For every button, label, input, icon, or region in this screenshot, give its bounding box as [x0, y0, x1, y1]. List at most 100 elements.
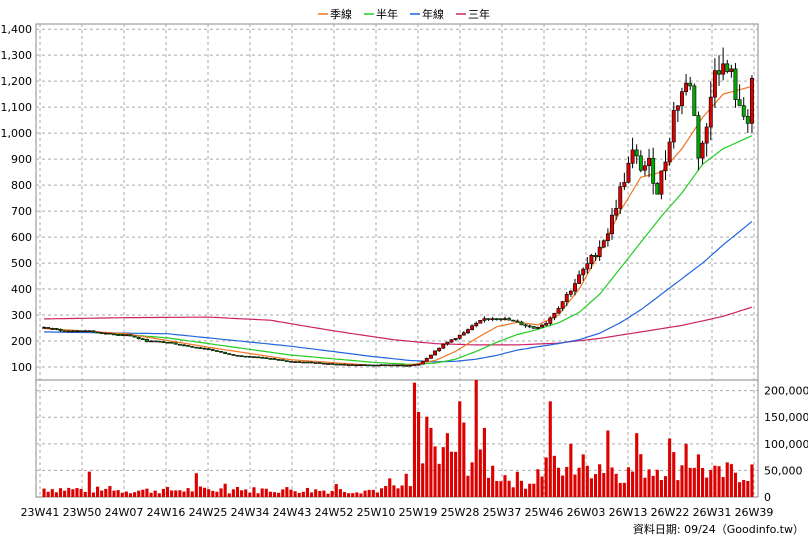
volume-bar	[449, 451, 454, 497]
x-tick-label: 24W43	[273, 506, 312, 519]
candle-body	[297, 361, 302, 363]
price-tick-label: 700	[11, 205, 32, 218]
volume-bar	[198, 486, 203, 497]
candle-body	[400, 364, 405, 367]
volume-bar	[256, 493, 260, 497]
candle-body	[383, 364, 388, 367]
candle-body	[289, 360, 293, 363]
volume-bar	[219, 488, 223, 497]
volume-bar	[227, 493, 231, 497]
volume-bar	[495, 480, 499, 497]
candle-body	[408, 364, 413, 367]
candle-body	[610, 214, 614, 235]
candle-body	[737, 99, 742, 106]
candle-body	[523, 324, 528, 327]
candle-body	[605, 233, 610, 242]
price-tick-label: 1,000	[1, 127, 33, 140]
price-tick-label: 1,200	[1, 75, 33, 88]
volume-bar	[631, 471, 635, 497]
candle-body	[173, 342, 178, 345]
candle-body	[309, 361, 314, 364]
candle-body	[667, 141, 672, 163]
volume-bar	[684, 443, 688, 497]
volume-bar	[585, 465, 589, 497]
candle-body	[556, 308, 561, 314]
candle-body	[99, 332, 104, 334]
volume-bar	[577, 467, 581, 497]
volume-bar	[326, 493, 330, 497]
candle-body	[466, 329, 470, 334]
volume-bar	[511, 487, 515, 497]
candle-body	[50, 328, 55, 330]
volume-bar	[445, 433, 449, 497]
volume-bar	[532, 483, 536, 497]
volume-bar	[203, 487, 207, 497]
volume-bar	[470, 462, 474, 497]
x-tick-label: 26W31	[693, 506, 732, 519]
x-tick-label: 25W19	[399, 506, 438, 519]
volume-bar	[486, 477, 491, 497]
candle-body	[581, 268, 586, 276]
volume-bar	[589, 478, 593, 497]
volume-bar	[108, 486, 112, 497]
candle-body	[116, 334, 121, 336]
x-tick-label: 26W22	[651, 506, 690, 519]
volume-bar	[363, 490, 367, 497]
volume-bar	[318, 490, 322, 497]
volume-bar	[145, 488, 149, 497]
volume-bar	[700, 467, 705, 497]
price-tick-label: 500	[11, 257, 32, 270]
candle-body	[219, 351, 223, 353]
volume-bar	[725, 462, 729, 497]
volume-bar	[441, 447, 445, 497]
price-axis-labels: 100 200 300 400 500 600 700 800 900 1,000 1,100 1,2…	[1, 23, 33, 374]
candle-body	[83, 330, 88, 333]
candle-body	[618, 186, 623, 209]
candle-body	[704, 126, 709, 144]
candle-body	[239, 355, 244, 357]
candle-body	[87, 330, 92, 333]
volume-bar	[170, 490, 174, 497]
candle-body	[194, 346, 199, 349]
candle-body	[498, 318, 503, 320]
candle-body	[671, 110, 676, 143]
volume-bar	[314, 489, 318, 497]
candle-body	[692, 85, 697, 116]
candle-body	[544, 323, 549, 326]
candle-body	[124, 334, 129, 337]
candle-body	[721, 63, 726, 75]
volume-bar	[351, 493, 355, 497]
candle-body	[437, 347, 442, 352]
volume-bar	[466, 475, 470, 497]
volume-bar	[104, 488, 108, 497]
candle-body	[371, 364, 376, 367]
volume-bar	[211, 490, 215, 497]
candle-body	[252, 356, 256, 358]
volume-bar	[252, 487, 256, 497]
candle-body	[103, 332, 108, 335]
volume-bar	[663, 476, 668, 497]
candle-body	[120, 334, 125, 336]
volume-bar	[421, 463, 425, 497]
volume-bar	[128, 493, 133, 497]
candle-body	[420, 360, 425, 365]
volume-bar	[655, 469, 659, 497]
candle-body	[585, 263, 590, 270]
volume-tick-label: 150,000	[764, 411, 808, 424]
candle-body	[95, 331, 100, 334]
volume-bar	[569, 443, 573, 497]
candle-body	[359, 364, 363, 367]
volume-bar	[478, 449, 482, 497]
candle-body	[470, 325, 475, 330]
candle-body	[375, 364, 380, 367]
candle-body	[276, 359, 281, 361]
volume-bar	[58, 488, 63, 497]
candle-body	[675, 105, 680, 111]
volume-bar	[124, 491, 128, 497]
candle-body	[519, 321, 524, 326]
legend-label-1: 半年	[376, 7, 398, 21]
volume-bar	[63, 490, 67, 497]
candle-body	[66, 330, 71, 333]
volume-bar	[606, 430, 610, 497]
volume-bar	[371, 489, 375, 497]
